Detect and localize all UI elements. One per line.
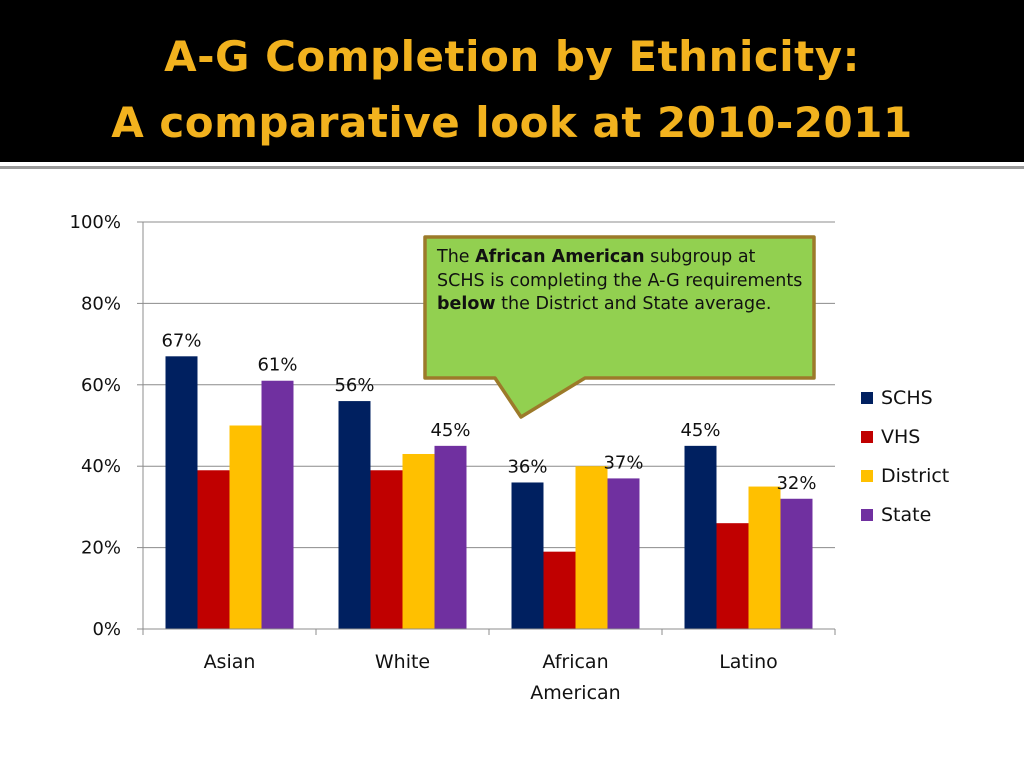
- y-tick-label: 60%: [81, 375, 121, 396]
- data-label: 45%: [680, 420, 720, 441]
- y-tick-label: 100%: [70, 212, 121, 233]
- x-category-label: Latino: [719, 651, 778, 673]
- bar-state-white: [434, 445, 467, 629]
- x-category-label: Asian: [204, 651, 256, 673]
- data-label: 36%: [507, 456, 547, 477]
- legend-swatch-schs: [861, 392, 873, 404]
- data-label: 56%: [334, 375, 374, 396]
- bars: [165, 356, 813, 629]
- bar-schs-african-american: [511, 482, 544, 629]
- x-category-label: White: [375, 651, 430, 673]
- legend-swatch-district: [861, 470, 873, 482]
- y-axis: 0% 20% 40% 60% 80% 100%: [70, 212, 144, 640]
- data-label: 61%: [257, 355, 297, 376]
- slide-title-line-2: A comparative look at 2010-2011: [111, 98, 913, 147]
- bar-vhs-african-american: [543, 551, 576, 629]
- y-tick-label: 20%: [81, 538, 121, 559]
- y-tick-label: 0%: [92, 619, 121, 640]
- legend-label-state: State: [881, 504, 931, 526]
- callout-emphasis-below: below: [437, 294, 496, 314]
- callout-emphasis-group: African American: [475, 247, 645, 267]
- data-label: 45%: [430, 420, 470, 441]
- bar-state-latino: [780, 498, 813, 629]
- legend-label-schs: SCHS: [881, 387, 933, 409]
- bar-district-latino: [748, 486, 781, 629]
- data-labels: 67% 61% 56% 45% 36% 37% 45% 32%: [161, 330, 816, 493]
- bar-schs-asian: [165, 356, 198, 629]
- title-divider: [0, 166, 1024, 169]
- bar-district-white: [402, 453, 435, 629]
- title-bar: [0, 0, 1024, 162]
- data-label: 37%: [603, 452, 643, 473]
- bar-vhs-latino: [716, 523, 749, 629]
- bar-schs-latino: [684, 445, 717, 629]
- bar-district-african-american: [575, 466, 608, 629]
- x-axis: Asian White African American Latino: [142, 628, 836, 704]
- slide-title-line-1: A-G Completion by Ethnicity:: [164, 32, 860, 81]
- callout-text-part-2: subgroup at SCHS is completing the A-G r…: [437, 247, 803, 291]
- callout-shape: [423, 235, 816, 419]
- callout-text-part-1: The: [437, 247, 476, 267]
- bar-vhs-white: [370, 470, 403, 629]
- bar-state-asian: [261, 380, 294, 629]
- bar-vhs-asian: [197, 470, 230, 629]
- data-label: 67%: [161, 330, 201, 351]
- legend-label-vhs: VHS: [881, 426, 920, 448]
- bar-state-african-american: [607, 478, 640, 629]
- data-label: 32%: [776, 473, 816, 494]
- bar-district-asian: [229, 425, 262, 629]
- legend-swatch-state: [861, 509, 873, 521]
- callout-bubble: [423, 235, 816, 419]
- legend: SCHS VHS District State: [861, 387, 949, 526]
- y-tick-label: 80%: [81, 293, 121, 314]
- callout-text: The African American subgroup at SCHS is…: [437, 246, 803, 317]
- legend-label-district: District: [881, 465, 949, 487]
- legend-swatch-vhs: [861, 431, 873, 443]
- y-tick-label: 40%: [81, 456, 121, 477]
- x-category-label: African: [542, 651, 608, 673]
- x-category-label: American: [530, 682, 620, 704]
- callout-text-part-3: the District and State average.: [495, 294, 772, 314]
- bar-schs-white: [338, 401, 371, 629]
